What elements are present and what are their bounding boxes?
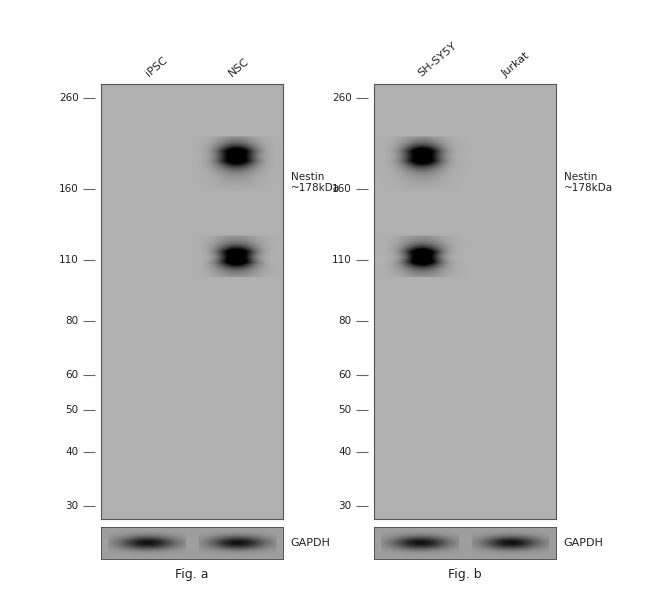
Text: 110: 110 [58, 256, 79, 265]
Text: 260: 260 [58, 93, 79, 103]
Text: 30: 30 [339, 501, 352, 511]
Text: 50: 50 [339, 405, 352, 414]
Text: 160: 160 [58, 184, 79, 195]
Text: Jurkat: Jurkat [500, 50, 532, 79]
Text: GAPDH: GAPDH [290, 538, 330, 548]
Text: Fig. b: Fig. b [448, 568, 482, 581]
Text: Nestin
~178kDa: Nestin ~178kDa [291, 171, 340, 193]
Text: 110: 110 [332, 256, 352, 265]
Text: NSC: NSC [227, 56, 252, 79]
Text: 80: 80 [66, 316, 79, 325]
Text: 160: 160 [332, 184, 352, 195]
Text: Fig. a: Fig. a [175, 568, 209, 581]
Text: 60: 60 [339, 370, 352, 380]
Text: 40: 40 [66, 447, 79, 457]
Text: Nestin
~178kDa: Nestin ~178kDa [564, 171, 613, 193]
Text: 60: 60 [66, 370, 79, 380]
Text: 80: 80 [339, 316, 352, 325]
Text: GAPDH: GAPDH [563, 538, 603, 548]
Text: 40: 40 [339, 447, 352, 457]
Text: 50: 50 [66, 405, 79, 414]
Text: SH-SY5Y: SH-SY5Y [417, 41, 459, 79]
Text: iPSC: iPSC [144, 56, 169, 79]
Text: 260: 260 [332, 93, 352, 103]
Text: 30: 30 [66, 501, 79, 511]
